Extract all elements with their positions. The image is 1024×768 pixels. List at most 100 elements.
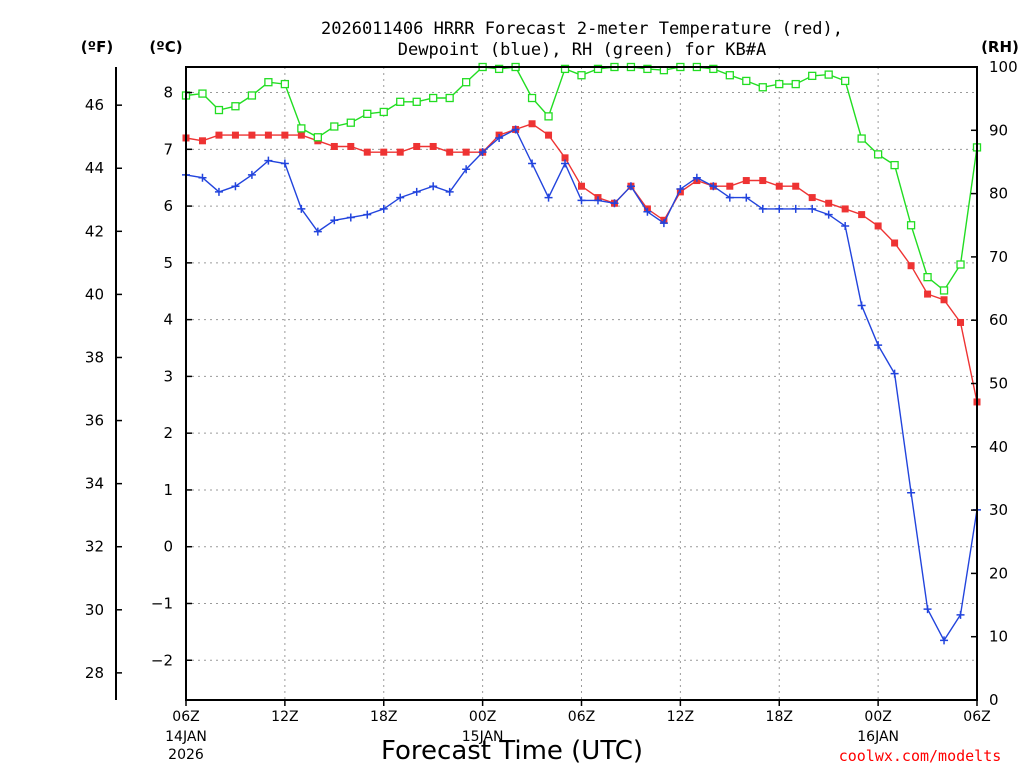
- x-date-label: 16JAN: [857, 729, 899, 745]
- fahrenheit-tick-label: 38: [85, 348, 104, 366]
- rh-tick-label: 80: [989, 185, 1008, 203]
- rh-point: [330, 122, 339, 131]
- temperature-point: [924, 290, 932, 298]
- dewpoint-point: [544, 193, 553, 202]
- watermark-text: coolwx.com/modelts: [839, 747, 1002, 765]
- dewpoint-point: [907, 488, 916, 497]
- temperature-point: [380, 148, 388, 156]
- dewpoint-point: [676, 185, 685, 194]
- rh-point: [939, 286, 949, 295]
- temperature-point: [940, 296, 948, 304]
- rh-point: [461, 78, 471, 87]
- rh-point: [494, 64, 504, 74]
- dewpoint-point: [429, 182, 438, 191]
- dewpoint-point: [462, 165, 471, 174]
- dewpoint-point: [742, 193, 751, 202]
- rh-point: [725, 71, 734, 80]
- fahrenheit-tick-label: 40: [85, 285, 104, 303]
- dewpoint-point: [280, 159, 289, 168]
- dewpoint-point: [495, 133, 504, 142]
- dewpoint-point: [758, 204, 767, 213]
- celsius-tick-label: 4: [163, 311, 173, 329]
- dewpoint-point: [890, 369, 899, 378]
- dewpoint-point: [412, 187, 421, 196]
- dewpoint-point: [511, 125, 520, 134]
- rh-point: [709, 64, 718, 74]
- temperature-point: [215, 131, 223, 139]
- temperature-point: [726, 182, 734, 190]
- x-tick-label: 06Z: [963, 709, 990, 725]
- chart-title-line1: 2026011406 HRRR Forecast 2-meter Tempera…: [321, 19, 843, 39]
- celsius-unit-label: (ºC): [149, 38, 182, 56]
- temperature-point: [841, 205, 849, 213]
- temperature-point: [429, 142, 437, 150]
- dewpoint-point: [214, 187, 223, 196]
- temperature-point: [742, 177, 750, 185]
- plot-frame: [185, 66, 978, 701]
- x-date-label: 2026: [168, 747, 204, 763]
- rh-point: [956, 260, 965, 269]
- x-tick-label: 12Z: [271, 709, 298, 725]
- axes: [115, 66, 978, 706]
- temperature-point: [825, 199, 833, 207]
- fahrenheit-tick-label: 42: [85, 222, 104, 240]
- dewpoint-point: [956, 610, 965, 619]
- rh-point: [577, 71, 586, 80]
- dewpoint-point: [198, 173, 207, 182]
- temperature-point: [281, 131, 289, 139]
- tick-labels: 06Z 12Z 18Z 00Z 06Z 12Z 18Z 00Z 06Z14JAN202615JA…: [85, 58, 1018, 763]
- fahrenheit-unit-label: (ºF): [81, 38, 113, 56]
- temperature-point: [248, 131, 256, 139]
- dewpoint-point: [577, 196, 586, 205]
- x-tick-label: 18Z: [370, 709, 397, 725]
- rh-point: [231, 102, 240, 111]
- rh-point: [346, 118, 355, 127]
- rh-point: [890, 160, 899, 170]
- rh-tick-label: 10: [989, 628, 1008, 646]
- rh-tick-label: 60: [989, 311, 1008, 329]
- fahrenheit-tick-label: 28: [85, 664, 104, 682]
- temperature-point: [957, 318, 965, 326]
- dewpoint-point: [791, 204, 800, 213]
- temperature-point: [759, 177, 767, 185]
- rh-point: [544, 112, 553, 121]
- dewpoint-point: [841, 221, 850, 230]
- rh-point: [379, 107, 388, 117]
- rh-tick-label: 70: [989, 248, 1008, 266]
- rh-point: [841, 76, 850, 86]
- rh-tick-label: 30: [989, 501, 1008, 519]
- fahrenheit-tick-label: 44: [85, 159, 104, 177]
- rh-point: [824, 70, 833, 79]
- rh-point: [363, 109, 372, 118]
- temperature-point: [891, 239, 899, 247]
- fahrenheit-tick-label: 36: [85, 412, 104, 430]
- dewpoint-point: [379, 204, 388, 213]
- x-tick-label: 12Z: [667, 709, 694, 725]
- rh-point: [742, 76, 751, 86]
- rh-point: [593, 64, 603, 74]
- rh-point: [923, 273, 932, 282]
- x-tick-label: 06Z: [172, 709, 199, 725]
- dewpoint-point: [692, 173, 701, 182]
- celsius-tick-label: −2: [151, 651, 173, 669]
- temperature-point: [363, 148, 371, 156]
- rh-unit-label: (RH): [981, 38, 1019, 56]
- rh-point: [873, 150, 883, 159]
- temperature-point: [561, 154, 569, 162]
- rh-point: [527, 93, 537, 103]
- rh-point: [313, 133, 322, 142]
- dewpoint-point: [824, 210, 833, 219]
- celsius-tick-label: 7: [163, 140, 173, 158]
- celsius-tick-label: 5: [163, 254, 173, 272]
- dewpoint-point: [643, 207, 652, 216]
- temperature-point: [808, 194, 816, 202]
- rh-point: [791, 79, 800, 89]
- dewpoint-point: [626, 182, 635, 191]
- temperature-point: [907, 262, 915, 270]
- temperature-point: [198, 137, 206, 145]
- rh-point: [808, 71, 817, 81]
- temperature-point: [462, 148, 470, 156]
- rh-point: [396, 97, 405, 106]
- temperature-point: [858, 211, 866, 219]
- fahrenheit-tick-label: 34: [85, 475, 104, 493]
